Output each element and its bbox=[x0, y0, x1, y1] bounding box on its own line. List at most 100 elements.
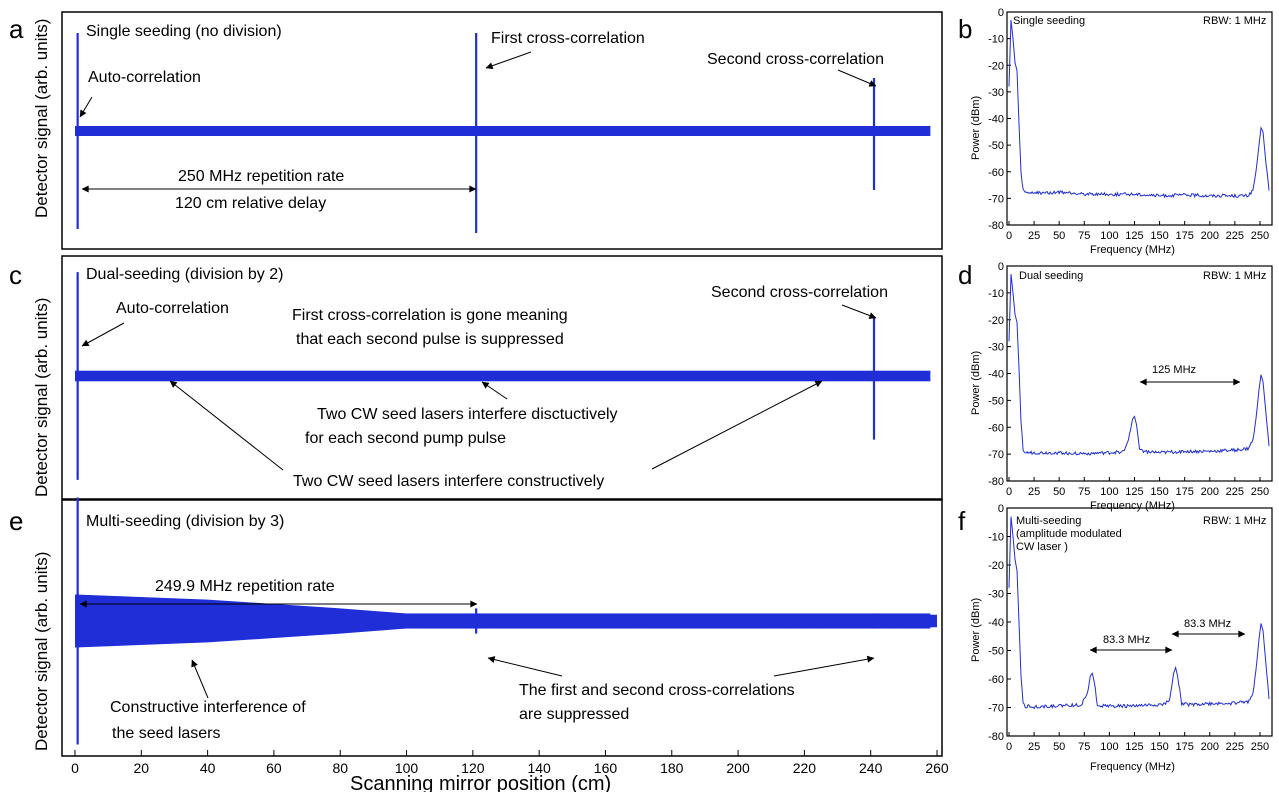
spec-y-tick-label: -60 bbox=[988, 167, 1004, 179]
spec-x-tick-label: 125 bbox=[1125, 741, 1143, 753]
arrow-first-cross-a bbox=[485, 51, 532, 70]
panel-f-spacing-2-label: 83.3 MHz bbox=[1184, 618, 1231, 630]
arrow-constructive-left bbox=[169, 380, 284, 471]
spec-y-tick-label: -80 bbox=[988, 476, 1004, 488]
panel-e-envelope bbox=[75, 594, 937, 648]
spec-x-tick-label: 150 bbox=[1150, 230, 1168, 242]
annot-destructive-1: Two CW seed lasers interfere disctuctive… bbox=[317, 406, 618, 423]
panel-a-baseline bbox=[75, 126, 931, 136]
annot-second-cross-a: Second cross-correlation bbox=[707, 51, 884, 68]
panel-d-125mhz: 125 MHz bbox=[1152, 364, 1196, 376]
panel-b: 0-10-20-30-40-50-60-70-800 25 50 75 100 125 15… bbox=[970, 7, 1273, 256]
panel-f-spectrum-line bbox=[1008, 516, 1270, 710]
panel-e: 0 20 40 60 80 100 120 140 160 180 200 220 240 260 bbox=[61, 497, 949, 776]
panel-e-title: Multi-seeding (division by 3) bbox=[86, 513, 284, 530]
annot-second-cross-c: Second cross-correlation bbox=[711, 284, 888, 301]
panel-c-trace bbox=[75, 272, 931, 480]
panel-d-spectrum-line bbox=[1008, 274, 1270, 456]
spec-x-tick-label: 175 bbox=[1175, 741, 1193, 753]
spec-y-tick-label: -10 bbox=[988, 288, 1004, 300]
scan-x-tick-label: 40 bbox=[200, 760, 216, 776]
spec-x-tick-label: 0 bbox=[1006, 230, 1012, 242]
spec-x-tick-label: 175 bbox=[1175, 486, 1193, 498]
spec-x-tick-label: 100 bbox=[1100, 230, 1118, 242]
panel-a-frame bbox=[61, 11, 943, 250]
spec-x-tick-label: 100 bbox=[1100, 486, 1118, 498]
spec-x-tick-label: 175 bbox=[1175, 230, 1193, 242]
scan-x-tick-label: 200 bbox=[726, 760, 750, 776]
arrow-suppressed-first bbox=[487, 656, 563, 677]
spec-x-tick-label: 50 bbox=[1053, 741, 1065, 753]
panel-letter-e: e bbox=[9, 506, 23, 536]
arrow-second-cross-c bbox=[841, 304, 877, 319]
spec-y-tick-label: -30 bbox=[988, 87, 1004, 99]
arrow-auto-correlation-c bbox=[81, 322, 125, 347]
spec-y-tick-label: -10 bbox=[988, 532, 1004, 544]
scan-x-tick-label: 140 bbox=[527, 760, 551, 776]
spec-x-tick-label: 100 bbox=[1100, 741, 1118, 753]
panel-f-subtitle-1: (amplitude modulated bbox=[1016, 528, 1122, 540]
panel-e-frame bbox=[61, 499, 943, 757]
panel-letter-b: b bbox=[958, 14, 972, 44]
spec-x-tick-label: 0 bbox=[1006, 486, 1012, 498]
panel-b-ylabel: Power (dBm) bbox=[970, 96, 982, 160]
annot-suppressed-e-2: are suppressed bbox=[519, 706, 629, 723]
spec-x-tick-label: 25 bbox=[1028, 486, 1040, 498]
spec-y-tick-label: -20 bbox=[988, 60, 1004, 72]
scan-x-label: Scanning mirror position (cm) bbox=[350, 773, 611, 792]
arrow-second-cross-a bbox=[837, 69, 877, 87]
panel-d-xlabel: Frequency (MHz) bbox=[1090, 500, 1175, 512]
spec-y-tick-label: -40 bbox=[988, 617, 1004, 629]
panel-letter-d: d bbox=[958, 260, 972, 290]
panel-f-subtitle-2: CW laser ) bbox=[1016, 541, 1068, 553]
spec-y-tick-label: -60 bbox=[988, 422, 1004, 434]
panel-d-rbw: RBW: 1 MHz bbox=[1203, 270, 1266, 282]
spec-y-tick-label: -80 bbox=[988, 220, 1004, 232]
panel-c bbox=[61, 255, 943, 500]
spec-y-tick-label: -30 bbox=[988, 342, 1004, 354]
scan-x-tick-label: 120 bbox=[461, 760, 485, 776]
spec-y-tick-label: -20 bbox=[988, 315, 1004, 327]
spec-y-tick-label: -50 bbox=[988, 140, 1004, 152]
panel-b-xlabel: Frequency (MHz) bbox=[1090, 244, 1175, 256]
panel-d: 0-10-20-30-40-50-60-70-800 25 50 75 100 125 15… bbox=[970, 261, 1273, 512]
spec-y-tick-label: -20 bbox=[988, 560, 1004, 572]
panel-c-baseline bbox=[75, 370, 931, 382]
annot-suppressed-e-1: The first and second cross-correlations bbox=[519, 682, 795, 699]
panel-a-ylabel: Detector signal (arb. units) bbox=[32, 19, 51, 218]
arrow-constructive-right bbox=[651, 380, 823, 470]
spec-y-tick-label: -70 bbox=[988, 703, 1004, 715]
panel-letter-f: f bbox=[958, 506, 966, 536]
arrow-auto-correlation-a bbox=[79, 96, 93, 118]
spec-y-tick-label: -30 bbox=[988, 589, 1004, 601]
scan-x-tick-label: 0 bbox=[71, 760, 79, 776]
arrow-destructive-c bbox=[481, 381, 508, 400]
annot-auto-correlation-c: Auto-correlation bbox=[116, 300, 229, 317]
panel-d-plot: 0-10-20-30-40-50-60-70-800 25 50 75 100 125 15… bbox=[988, 261, 1270, 498]
spec-x-tick-label: 225 bbox=[1226, 230, 1244, 242]
annot-first-cross-gone-2: that each second pulse is suppressed bbox=[296, 331, 564, 348]
annot-first-cross-gone-1: First cross-correlation is gone meaning bbox=[292, 307, 568, 324]
panel-a bbox=[61, 11, 943, 250]
panel-f-ylabel: Power (dBm) bbox=[970, 598, 982, 662]
scan-x-tick-label: 60 bbox=[266, 760, 282, 776]
annot-auto-correlation-a: Auto-correlation bbox=[88, 69, 201, 86]
annot-rep-rate-a: 250 MHz repetition rate bbox=[178, 168, 344, 185]
spec-x-tick-label: 200 bbox=[1201, 230, 1219, 242]
scan-x-tick-label: 220 bbox=[793, 760, 817, 776]
panel-b-rbw: RBW: 1 MHz bbox=[1203, 15, 1266, 27]
spec-y-tick-label: 0 bbox=[998, 7, 1004, 19]
scan-x-tick-label: 260 bbox=[925, 760, 949, 776]
annot-rep-rate-e: 249.9 MHz repetition rate bbox=[155, 578, 335, 595]
scan-x-tick-label: 100 bbox=[395, 760, 419, 776]
spec-y-tick-label: -50 bbox=[988, 646, 1004, 658]
panel-e-ylabel: Detector signal (arb. units) bbox=[32, 552, 51, 751]
panel-c-title: Dual-seeding (division by 2) bbox=[86, 266, 283, 283]
spec-y-tick-label: -80 bbox=[988, 731, 1004, 743]
panel-e-trace bbox=[75, 497, 937, 745]
panel-d-title: Dual seeding bbox=[1019, 270, 1083, 282]
arrow-suppressed-second bbox=[773, 655, 875, 677]
spec-x-tick-label: 75 bbox=[1078, 741, 1090, 753]
spec-x-tick-label: 150 bbox=[1150, 486, 1168, 498]
spec-y-tick-label: 0 bbox=[998, 261, 1004, 273]
